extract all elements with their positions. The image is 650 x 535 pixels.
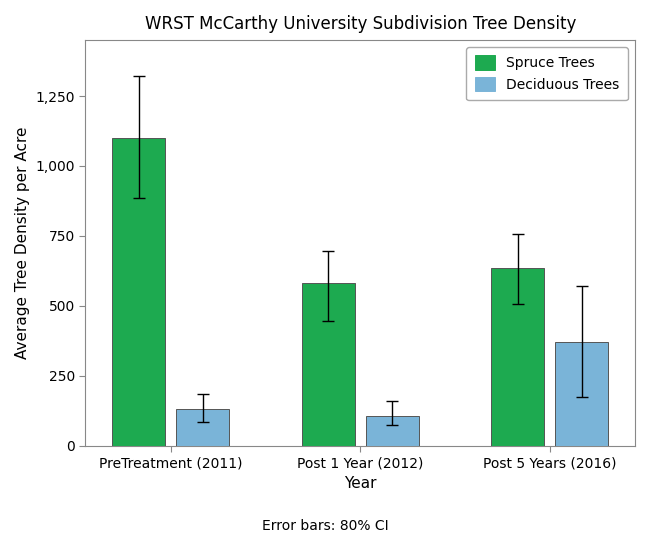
Text: Error bars: 80% CI: Error bars: 80% CI xyxy=(262,518,388,533)
Bar xyxy=(112,138,166,446)
Bar xyxy=(302,284,355,446)
Title: WRST McCarthy University Subdivision Tree Density: WRST McCarthy University Subdivision Tre… xyxy=(144,15,576,33)
X-axis label: Year: Year xyxy=(344,476,376,491)
Legend: Spruce Trees, Deciduous Trees: Spruce Trees, Deciduous Trees xyxy=(466,47,628,100)
Y-axis label: Average Tree Density per Acre: Average Tree Density per Acre xyxy=(15,127,30,359)
Bar xyxy=(176,409,229,446)
Bar xyxy=(491,268,545,446)
Bar xyxy=(555,342,608,446)
Bar xyxy=(365,416,419,446)
